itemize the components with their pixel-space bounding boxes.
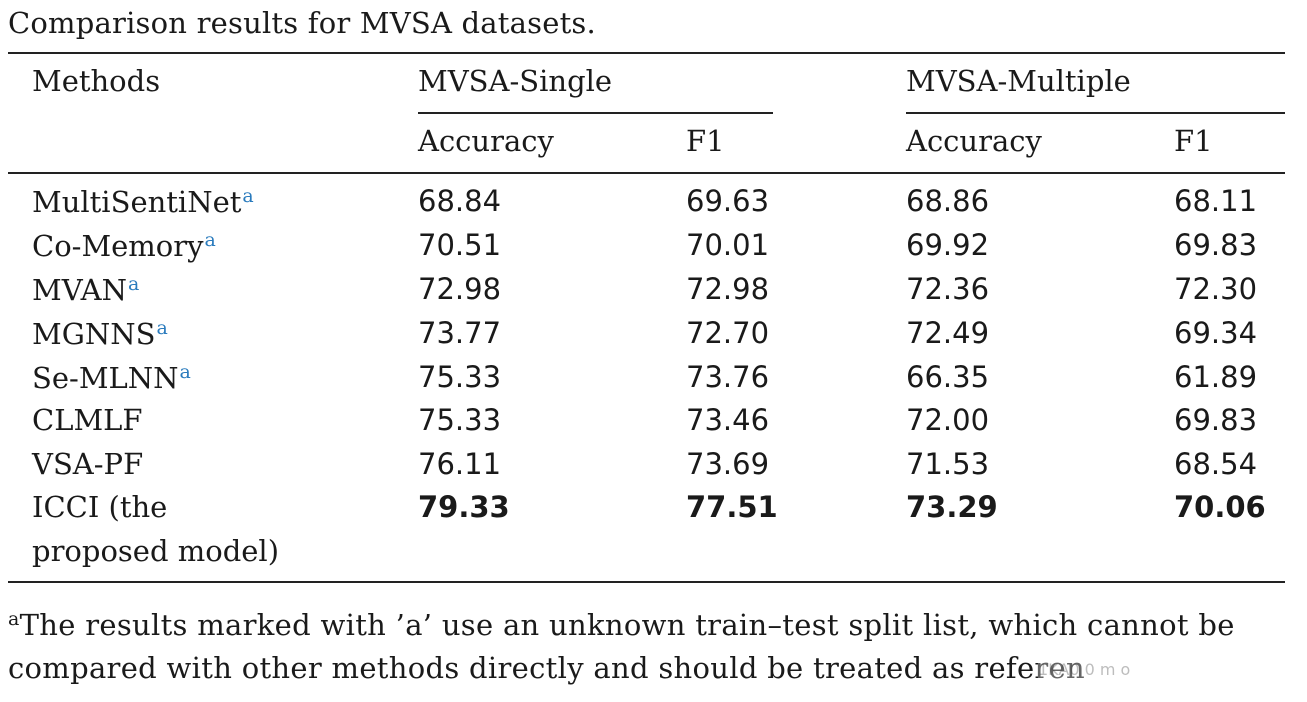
multiple-f1: 69.83 (1174, 403, 1258, 437)
single-accuracy: 75.33 (418, 360, 502, 394)
single-f1-best: 77.51 (686, 490, 778, 524)
footnote-marker: a (204, 229, 216, 251)
multiple-f1: 68.11 (1174, 184, 1258, 218)
header-group-mvsa-multiple: MVSA-Multiple (906, 64, 1131, 98)
multiple-f1-best: 70.06 (1174, 490, 1266, 524)
watermark: 1KA0 0 m o (1038, 660, 1131, 679)
multiple-accuracy: 69.92 (906, 228, 990, 262)
multiple-accuracy: 72.36 (906, 272, 990, 306)
table-caption: Comparison results for MVSA datasets. (8, 6, 596, 40)
footnote-marker: a (8, 608, 20, 630)
bottom-rule (8, 581, 1285, 583)
group1-subrule (418, 112, 773, 114)
method-name: MultiSentiNeta (32, 185, 254, 219)
single-accuracy: 72.98 (418, 272, 502, 306)
header-multiple-f1: F1 (1174, 124, 1213, 158)
footnote-line-2: compared with other methods directly and… (8, 651, 1086, 685)
single-f1: 70.01 (686, 228, 770, 262)
multiple-accuracy: 72.49 (906, 316, 990, 350)
single-f1: 73.76 (686, 360, 770, 394)
footnote-marker: a (128, 273, 140, 295)
method-name: Se-MLNNa (32, 361, 191, 395)
method-name: CLMLF (32, 403, 143, 437)
multiple-accuracy-best: 73.29 (906, 490, 998, 524)
multiple-accuracy: 68.86 (906, 184, 990, 218)
multiple-accuracy: 72.00 (906, 403, 990, 437)
single-f1: 69.63 (686, 184, 770, 218)
header-group-mvsa-single: MVSA-Single (418, 64, 613, 98)
multiple-accuracy: 71.53 (906, 447, 990, 481)
multiple-f1: 69.83 (1174, 228, 1258, 262)
single-accuracy: 76.11 (418, 447, 502, 481)
single-f1: 73.46 (686, 403, 770, 437)
multiple-f1: 61.89 (1174, 360, 1258, 394)
header-multiple-accuracy: Accuracy (906, 124, 1042, 158)
single-f1: 72.98 (686, 272, 770, 306)
multiple-f1: 69.34 (1174, 316, 1258, 350)
method-name: MGNNSa (32, 317, 168, 351)
method-name: Co-Memorya (32, 229, 216, 263)
multiple-f1: 72.30 (1174, 272, 1258, 306)
method-name: MVANa (32, 273, 140, 307)
header-methods: Methods (32, 64, 161, 98)
footnote-marker: a (156, 317, 168, 339)
header-single-accuracy: Accuracy (418, 124, 554, 158)
proposed-method-line1: ICCI (the (32, 490, 168, 524)
footnote-marker: a (242, 185, 254, 207)
single-f1: 73.69 (686, 447, 770, 481)
header-single-f1: F1 (686, 124, 725, 158)
proposed-method-line2: proposed model) (32, 534, 280, 568)
footnote-line-1: aThe results marked with ’a’ use an unkn… (8, 608, 1235, 642)
single-accuracy: 75.33 (418, 403, 502, 437)
header-bottom-rule (8, 172, 1285, 174)
single-accuracy: 68.84 (418, 184, 502, 218)
single-f1: 72.70 (686, 316, 770, 350)
top-rule (8, 52, 1285, 54)
footnote-marker: a (179, 361, 191, 383)
multiple-accuracy: 66.35 (906, 360, 990, 394)
single-accuracy: 70.51 (418, 228, 502, 262)
multiple-f1: 68.54 (1174, 447, 1258, 481)
single-accuracy: 73.77 (418, 316, 502, 350)
group2-subrule (906, 112, 1285, 114)
single-accuracy-best: 79.33 (418, 490, 510, 524)
method-name: VSA-PF (32, 447, 144, 481)
